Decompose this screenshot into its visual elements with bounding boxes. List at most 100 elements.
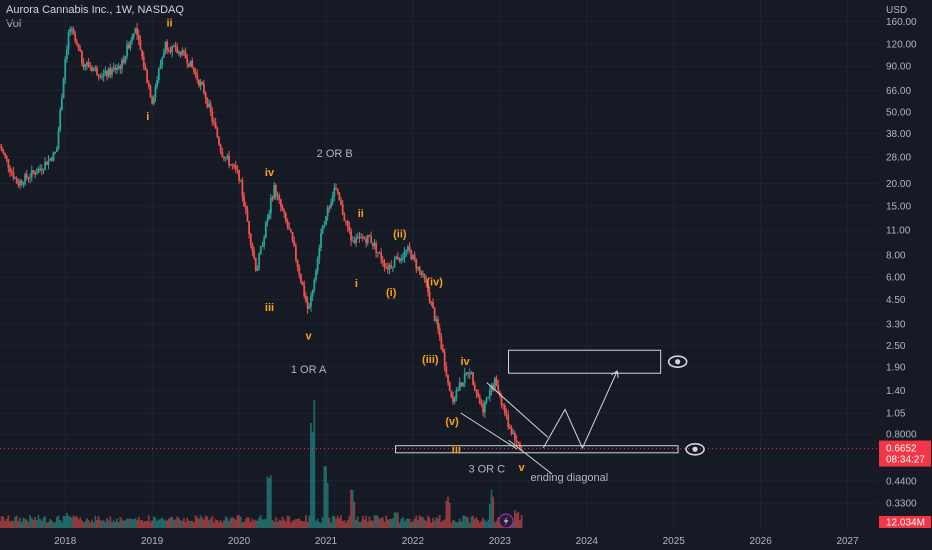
volume-bar [320,522,322,528]
candle-body [167,49,170,51]
volume-bar [294,518,297,528]
candle-body [437,319,439,329]
candle-body [141,49,143,57]
volume-bar [64,516,67,528]
diagonal-line[interactable] [486,382,548,438]
candle-body [91,67,93,71]
volume-bar [167,518,170,528]
volume-bar [196,517,199,528]
candle-body [296,259,299,268]
volume-bar [12,520,15,528]
candle-body [229,164,232,166]
volume-bar [286,515,289,528]
candle-body [507,415,510,428]
volume-bar [350,489,352,528]
volume-bar [99,520,102,528]
volume-bar [218,521,220,528]
candle-body [32,170,35,173]
candle-body [380,252,383,260]
candle-body [81,51,83,64]
candle-body [84,64,87,68]
candle-body [86,62,88,65]
candle-body [305,296,307,302]
candle-body [425,278,428,283]
volume-bar [42,517,45,528]
candle-body [365,238,368,243]
volume-bar [276,521,279,528]
volume-bar [84,520,87,528]
candle-body [127,44,130,49]
volume-bar [59,519,62,528]
volume-bar [323,466,326,528]
eye-icon[interactable] [667,355,688,369]
volume-bar [517,511,520,528]
candle-body [223,156,225,159]
eye-icon[interactable] [685,442,705,456]
volume-bar [448,502,451,528]
wave-label: 3 OR C [468,463,505,475]
volume-bar [428,517,431,528]
volume-bar [213,522,215,528]
candle-body [87,62,90,67]
candle-body [188,63,190,67]
candle-body [386,267,389,270]
volume-bar [236,515,239,528]
volume-bar [82,522,85,528]
volume-bar [520,515,523,528]
candle-body [311,289,314,297]
candle-body [366,235,369,243]
grid-lines [0,0,878,528]
volume-bar [373,515,376,528]
diagonal-line[interactable] [508,439,553,475]
volume-bar [410,522,413,528]
projection-path[interactable] [542,370,618,450]
candle-body [134,28,137,34]
candle-body [42,169,45,171]
volume-bar [241,522,244,528]
candle-body [206,98,209,107]
candle-body [161,57,164,65]
currency-label: USD [886,5,907,16]
volume-bar [77,519,80,528]
volume-bar [378,518,381,528]
volume-bar [0,515,3,528]
volume-bar [5,518,8,528]
candle-body [24,174,26,184]
lightning-icon[interactable] [498,513,514,529]
volume-bar [477,520,480,528]
candle-body [111,68,113,75]
volume-bar [254,519,257,528]
volume-bar [353,501,356,528]
target-zone-box[interactable] [508,349,662,374]
target-zone-box[interactable] [395,445,679,454]
time-axis[interactable] [0,528,932,550]
candle-body [308,306,311,309]
volume-bar [209,518,212,528]
volume-bar [127,519,130,528]
candle-body [335,187,337,189]
candle-body [25,174,28,178]
volume-bar [348,516,351,528]
candle-body [310,296,312,307]
volume-bar [395,512,398,528]
volume-bar [263,519,266,528]
candle-body [502,404,505,406]
diagonal-line[interactable] [460,412,518,450]
volume-bar [458,518,461,528]
volume-bar [199,515,202,528]
candle-body [89,66,92,68]
wave-label: iv [265,167,275,179]
wave-label: ii [166,17,172,29]
candle-body [288,226,291,230]
volume-bar [179,520,182,528]
candle-body [458,382,461,391]
drawings[interactable] [0,349,878,529]
volume-bar [321,517,324,528]
candle-body [172,45,175,47]
eye-pupil [692,446,698,452]
candle-body [248,221,250,235]
volume-bar [375,515,378,528]
candle-body [243,196,245,207]
candle-body [77,43,80,50]
